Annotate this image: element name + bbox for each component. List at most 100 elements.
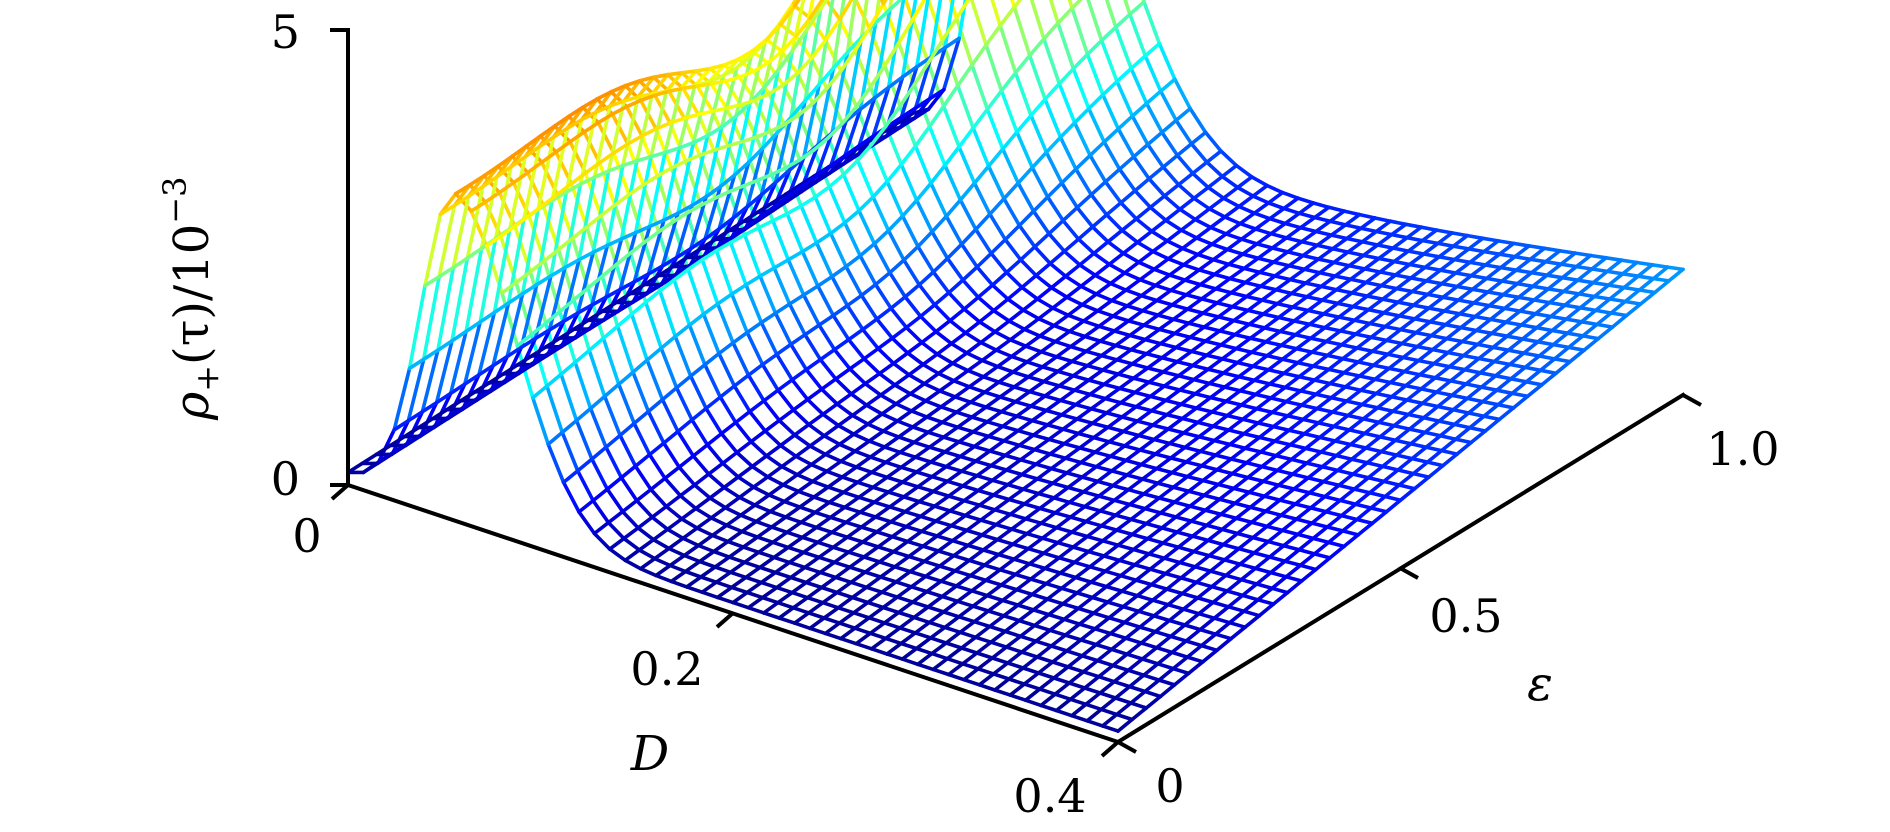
mesh-segment-e (1376, 221, 1390, 231)
mesh-segment-d (725, 508, 740, 516)
mesh-segment-e (1317, 398, 1331, 409)
mesh-segment-d (845, 223, 860, 256)
mesh-segment-e (1154, 429, 1168, 440)
mesh-segment-d (1322, 467, 1337, 471)
mesh-segment-e (533, 386, 547, 398)
mesh-segment-e (819, 316, 833, 326)
mesh-segment-e (1327, 516, 1341, 527)
mesh-segment-e (969, 377, 983, 387)
mesh-segment-e (732, 577, 746, 587)
mesh-segment-d (955, 397, 970, 402)
mesh-segment-d (994, 311, 1009, 321)
mesh-segment-e (1114, 490, 1128, 501)
mesh-segment-d (942, 597, 957, 602)
mesh-segment-d (1054, 678, 1069, 683)
mesh-segment-d (985, 0, 1000, 26)
mesh-segment-d (1035, 247, 1050, 264)
mesh-segment-e (1612, 316, 1626, 328)
mesh-segment-e (978, 285, 992, 297)
mesh-segment-e (1411, 432, 1425, 443)
mesh-segment-e (1455, 413, 1469, 424)
mesh-segment-e (1327, 345, 1341, 356)
mesh-segment-e (1226, 224, 1240, 234)
mesh-segment-e (1039, 483, 1053, 493)
mesh-segment-e (962, 229, 976, 244)
mesh-segment-e (1236, 338, 1250, 348)
mesh-segment-e (1000, 559, 1014, 570)
mesh-segment-e (1349, 419, 1363, 430)
mesh-segment-e (711, 508, 725, 518)
mesh-segment-d (1108, 602, 1123, 607)
mesh-segment-e (1062, 405, 1076, 415)
mesh-segment-d (1258, 600, 1273, 604)
mesh-segment-d (1141, 296, 1156, 301)
mesh-segment-d (981, 343, 996, 351)
mesh-segment-d (902, 659, 917, 664)
mesh-segment-d (1018, 431, 1033, 435)
mesh-segment-e (851, 572, 865, 582)
mesh-segment-e (1128, 479, 1142, 490)
mesh-segment-d (1058, 371, 1073, 375)
mesh-segment-e (686, 155, 700, 161)
mesh-segment-e (808, 389, 822, 399)
mesh-segment-e (1552, 319, 1566, 330)
mesh-segment-e (655, 549, 669, 559)
mesh-segment-e (1212, 575, 1226, 586)
mesh-segment-e (1138, 231, 1152, 242)
mesh-segment-e (561, 362, 575, 374)
mesh-segment-d (849, 340, 864, 359)
mesh-segment-e (1316, 221, 1330, 231)
mesh-segment-e (876, 507, 890, 517)
mesh-segment-d (892, 537, 907, 542)
mesh-segment-d (844, 492, 859, 497)
mesh-segment-d (1267, 186, 1282, 193)
mesh-segment-e (732, 285, 746, 294)
mesh-segment-e (1570, 350, 1584, 362)
mesh-segment-d (853, 415, 868, 424)
mesh-segment-d (1136, 407, 1151, 411)
mesh-segment-e (1156, 275, 1170, 285)
mesh-segment-e (593, 489, 607, 500)
mesh-segment-d (917, 649, 932, 654)
mesh-segment-e (1424, 243, 1438, 254)
mesh-segment-d (1120, 169, 1135, 191)
mesh-segment-e (940, 381, 954, 391)
mesh-segment-d (639, 550, 654, 559)
mesh-segment-e (1550, 291, 1564, 302)
mesh-segment-e (757, 527, 771, 537)
mesh-segment-d (1395, 440, 1410, 444)
mesh-segment-d (819, 325, 834, 350)
mesh-segment-d (1012, 529, 1027, 534)
mesh-segment-e (951, 333, 965, 344)
mesh-segment-e (1243, 409, 1257, 420)
mesh-segment-d (872, 649, 887, 654)
mesh-segment-e (1055, 502, 1069, 513)
mesh-segment-d (913, 602, 928, 607)
mesh-segment-e (747, 323, 761, 333)
mesh-segment-d (962, 244, 977, 267)
mesh-segment-d (1018, 605, 1033, 610)
mesh-segment-d (856, 467, 871, 472)
mesh-segment-d (1392, 397, 1407, 400)
mesh-segment-d (989, 166, 1004, 199)
mesh-segment-e (1116, 14, 1130, 27)
mesh-segment-d (937, 354, 952, 363)
mesh-segment-e (930, 437, 944, 447)
mesh-segment-e (819, 547, 833, 557)
mesh-segment-d (1150, 396, 1165, 400)
mesh-segment-e (1073, 366, 1087, 376)
mesh-segment-d (1234, 321, 1249, 325)
mesh-segment-e (1334, 416, 1348, 427)
mesh-segment-e (1306, 273, 1320, 283)
mesh-segment-d (863, 542, 878, 547)
mesh-segment-d (1497, 390, 1512, 393)
mesh-segment-e (1510, 353, 1524, 364)
mesh-segment-e (707, 434, 721, 445)
mesh-segment-e (1213, 250, 1227, 260)
mesh-segment-e (1139, 252, 1153, 263)
mesh-segment-d (1379, 422, 1394, 425)
mesh-segment-e (1053, 297, 1067, 308)
mesh-segment-e (1050, 619, 1064, 630)
mesh-segment-e (768, 467, 782, 477)
mesh-segment-e (886, 628, 900, 639)
